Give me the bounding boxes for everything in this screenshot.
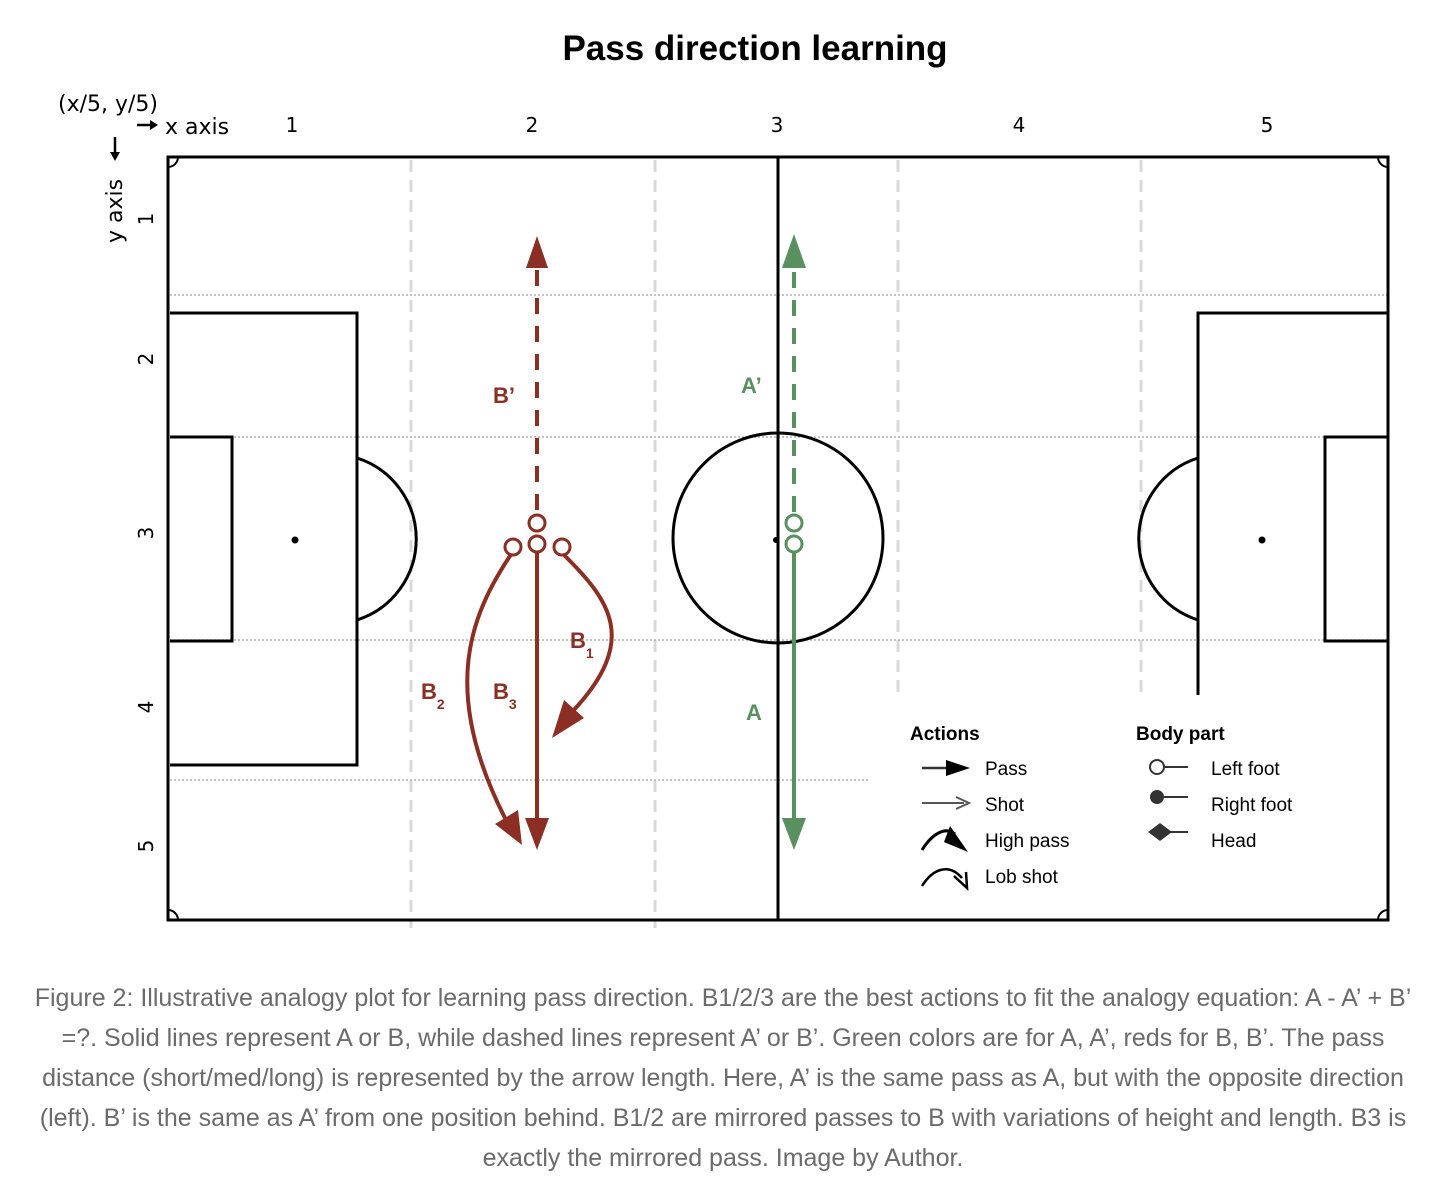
a-prime-arrowhead-icon — [782, 234, 806, 268]
right-penalty-arc — [1137, 456, 1199, 622]
a-prime-label: A’ — [741, 373, 762, 398]
right-penalty-spot — [1258, 536, 1266, 544]
y-tick-4: 4 — [134, 701, 158, 714]
legend-head: Head — [1211, 831, 1256, 852]
y-tick-3: 3 — [134, 527, 158, 540]
x-tick-1: 1 — [286, 113, 299, 137]
a-origin-markers — [784, 513, 804, 554]
right-penalty-area — [1196, 311, 1387, 695]
pass-direction-figure: Pass direction learning (x/5, y/5) x axi… — [58, 29, 1390, 928]
x-tick-3: 3 — [771, 113, 784, 137]
legend-left-foot: Left foot — [1211, 759, 1280, 780]
lob-shot-icon — [920, 868, 969, 892]
head-icon — [1148, 823, 1188, 841]
right-foot-icon — [1150, 790, 1188, 804]
b2-label: B2 — [421, 679, 445, 712]
a-arrowhead-icon — [782, 818, 806, 850]
pass-icon — [922, 760, 970, 776]
x-tick-2: 2 — [526, 113, 539, 137]
b-actions — [465, 236, 614, 850]
left-foot-icon — [1149, 759, 1188, 775]
b2-arrowhead-icon — [495, 810, 522, 845]
y-direction-arrow-icon — [110, 137, 120, 161]
b-prime-arrowhead-icon — [526, 236, 548, 268]
left-penalty-area — [170, 311, 359, 767]
b1-arrow — [560, 551, 614, 714]
b-origin-markers — [503, 513, 572, 557]
b3-arrowhead-icon — [525, 818, 549, 850]
legend-lob-shot: Lob shot — [985, 867, 1059, 888]
left-penalty-arc — [356, 456, 418, 622]
y-axis-label: y axis — [103, 179, 128, 243]
b1-label: B1 — [570, 628, 594, 661]
left-penalty-spot — [291, 536, 299, 544]
x-tick-5: 5 — [1261, 113, 1274, 137]
b2-arrow — [465, 551, 514, 819]
center-circle — [671, 431, 885, 645]
pitch — [166, 155, 1390, 928]
high-pass-icon — [920, 826, 968, 852]
x-ticks: 1 2 3 4 5 — [286, 113, 1274, 137]
legend-body-title: Body part — [1136, 724, 1225, 745]
center-spot — [773, 537, 779, 543]
corner-arcs — [167, 156, 1389, 921]
chart-title: Pass direction learning — [562, 29, 947, 68]
zone-grid — [409, 160, 1143, 928]
x-axis-label: x axis — [165, 115, 229, 140]
coord-label: (x/5, y/5) — [58, 92, 158, 117]
legend-shot: Shot — [985, 795, 1025, 816]
b1-arrowhead-icon — [552, 700, 584, 738]
y-ticks: 1 2 3 4 5 — [134, 213, 158, 853]
left-goal-area — [170, 435, 234, 643]
a-actions — [782, 234, 806, 850]
b-prime-label: B’ — [493, 383, 515, 408]
right-goal-area — [1323, 435, 1387, 643]
x-direction-arrow-icon — [137, 120, 158, 130]
y-tick-2: 2 — [134, 353, 158, 366]
shot-icon — [922, 796, 972, 810]
figure-caption: Figure 2: Illustrative analogy plot for … — [34, 984, 1412, 1172]
y-tick-5: 5 — [134, 840, 158, 853]
legend-actions-title: Actions — [910, 724, 980, 745]
y-tick-1: 1 — [134, 213, 158, 226]
a-label: A — [746, 700, 762, 725]
x-tick-4: 4 — [1013, 113, 1026, 137]
legend-right-foot: Right foot — [1211, 795, 1293, 816]
legend: Actions Pass Shot High pass Lob shot Bod… — [910, 724, 1293, 892]
b3-label: B3 — [493, 679, 517, 712]
legend-high-pass: High pass — [985, 831, 1070, 852]
legend-pass: Pass — [985, 759, 1027, 780]
